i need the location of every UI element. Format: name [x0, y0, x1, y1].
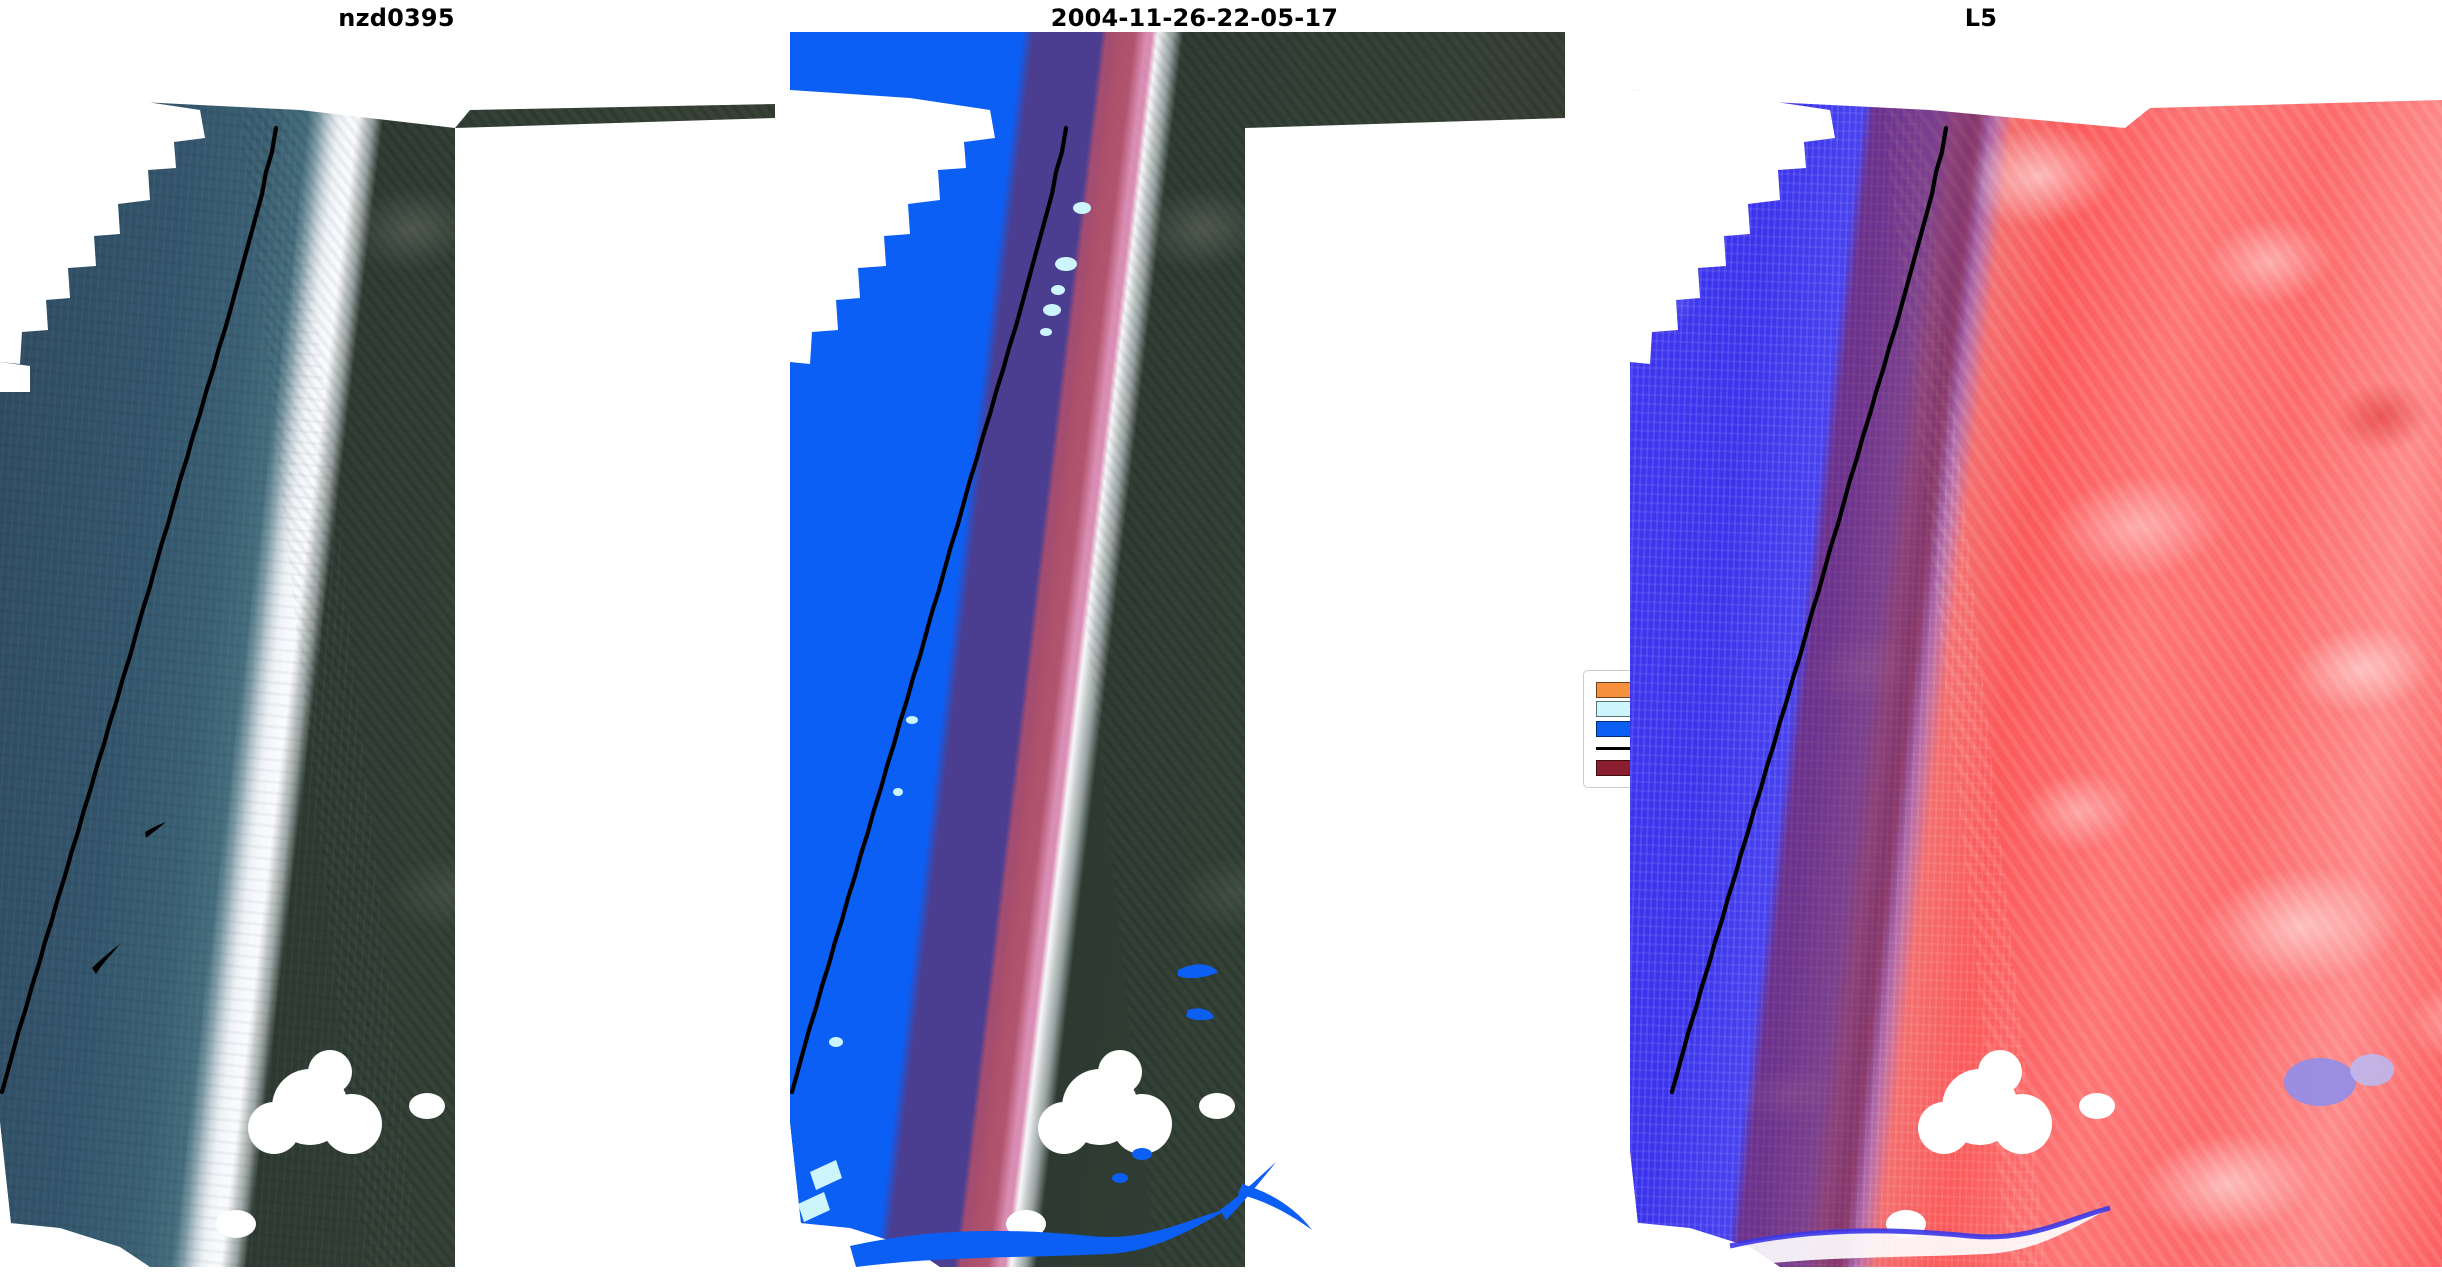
shoreline-polyline: [0, 125, 279, 1095]
panel-1-raster[interactable]: [0, 32, 775, 1267]
shoreline-line-icon: [1596, 740, 1640, 756]
panel-index-image[interactable]: L5: [1630, 0, 2442, 1283]
whitewater-patches: [798, 202, 1091, 1222]
panel-rgb-composite[interactable]: nzd0395: [0, 0, 775, 1283]
panel-2-raster[interactable]: [790, 32, 1565, 1267]
panel-2-nodata-mask: [790, 32, 1565, 1267]
shoreline-polyline: [790, 125, 1069, 1095]
panel-2-title: 2004-11-26-22-05-17: [1050, 4, 1339, 32]
shoreline-polyline: [1669, 125, 1949, 1095]
panel-3-nodata-mask: [1630, 32, 2442, 1267]
index-anomalies: [1729, 1054, 2394, 1267]
panel-3-raster[interactable]: [1630, 32, 2442, 1267]
classified-water-bodies: [850, 964, 1312, 1267]
panel-3-title: L5: [1964, 4, 1998, 32]
panel-1-nodata-mask: [0, 32, 775, 1267]
panel-classification[interactable]: 2004-11-26-22-05-17: [790, 0, 1565, 1283]
panel-1-title: nzd0395: [338, 4, 455, 32]
